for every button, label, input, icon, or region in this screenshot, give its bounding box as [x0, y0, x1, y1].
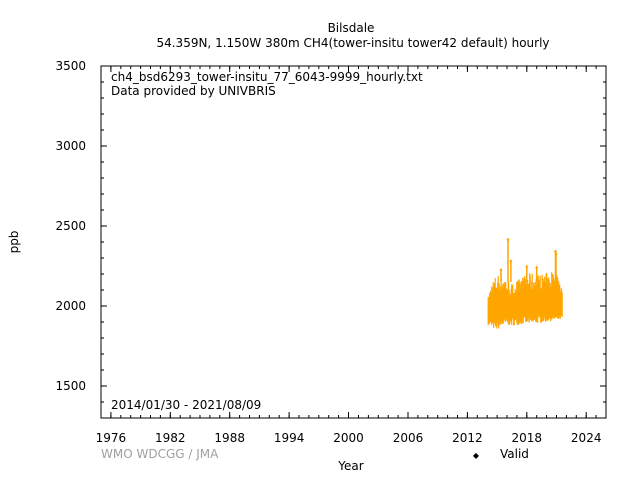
- legend: ◆ Valid: [473, 447, 529, 461]
- x-tick-label: 2024: [571, 431, 602, 445]
- x-tick-labels: 1976 1982 1988 1994 2000 2006 2012 2018 2024: [96, 431, 602, 445]
- data-point: [535, 265, 539, 270]
- date-range: 2014/01/30 - 2021/08/09: [111, 398, 261, 412]
- x-tick-label: 1976: [96, 431, 127, 445]
- data-filename: ch4_bsd6293_tower-insitu_77_6043-9999_ho…: [111, 70, 423, 84]
- x-tick-label: 2000: [333, 431, 364, 445]
- legend-label: Valid: [500, 447, 529, 461]
- data-point: [506, 237, 510, 242]
- x-tick-label: 2012: [452, 431, 483, 445]
- x-tick-label: 1982: [155, 431, 186, 445]
- data-point: [554, 252, 558, 256]
- y-tick-label: 2000: [55, 299, 86, 313]
- y-tick-label: 2500: [55, 219, 86, 233]
- y-tick-labels: 1500 2000 2500 3000 3500: [55, 59, 86, 393]
- legend-symbol: ◆: [473, 451, 480, 460]
- data-series-valid: [487, 237, 563, 329]
- data-point: [509, 259, 513, 264]
- y-axis-label: ppb: [7, 231, 21, 254]
- credit-text: WMO WDCGG / JMA: [101, 447, 219, 461]
- axis-ticks: [100, 65, 607, 419]
- y-tick-label: 3500: [55, 59, 86, 73]
- x-tick-label: 1988: [214, 431, 245, 445]
- x-tick-label: 1994: [274, 431, 305, 445]
- data-point: [499, 268, 503, 272]
- plot-frame: [100, 65, 607, 419]
- y-tick-label: 3000: [55, 139, 86, 153]
- y-tick-label: 1500: [55, 379, 86, 393]
- data-provider: Data provided by UNIVBRIS: [111, 84, 276, 98]
- x-axis-label: Year: [337, 459, 363, 473]
- data-point: [525, 264, 529, 269]
- x-tick-label: 2006: [393, 431, 424, 445]
- chart-title: Bilsdale: [328, 21, 375, 35]
- chart-subtitle: 54.359N, 1.150W 380m CH4(tower-insitu to…: [156, 36, 549, 50]
- x-tick-label: 2018: [512, 431, 543, 445]
